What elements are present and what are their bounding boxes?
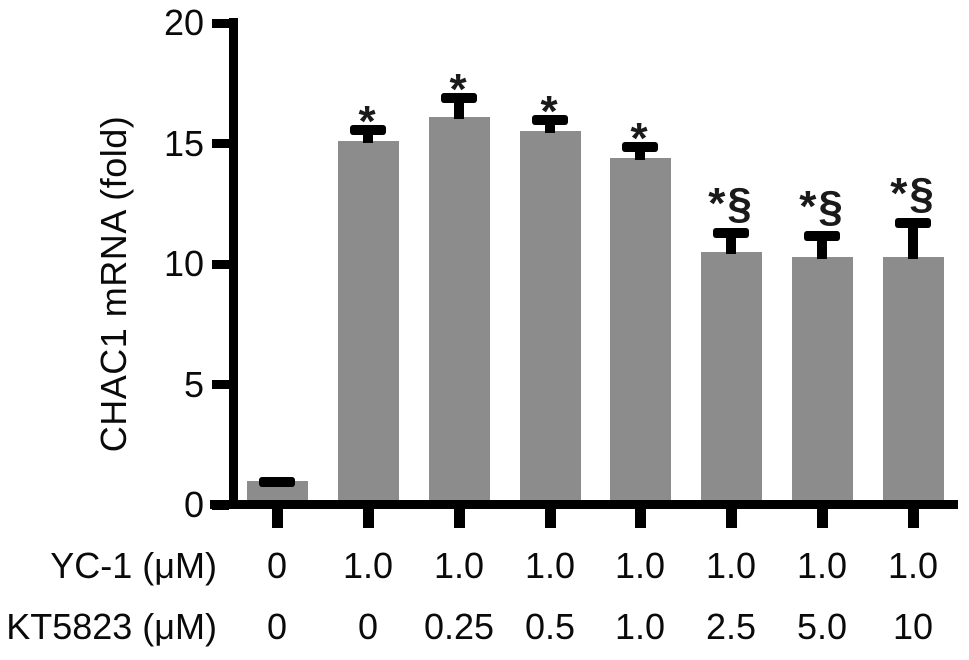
significance-annotation: *§ (799, 182, 845, 232)
y-axis-tick-label: 20 (163, 2, 204, 43)
dose-value: 1.0 (614, 606, 666, 647)
dose-value: 1.0 (796, 545, 848, 586)
dose-value: 2.5 (705, 606, 757, 647)
error-bar-cap (804, 231, 840, 242)
significance-annotation: *§ (890, 169, 936, 219)
dose-value: 0 (266, 606, 288, 647)
bar (428, 116, 490, 509)
x-axis-tick (362, 509, 374, 528)
y-axis-tick-label: 10 (163, 243, 204, 284)
y-axis-tick-label: 15 (163, 122, 204, 164)
bar (609, 157, 671, 509)
x-axis-line (210, 500, 958, 509)
error-bar-stem (908, 218, 918, 259)
dose-value: 5.0 (796, 606, 848, 647)
x-axis-tick (725, 509, 737, 528)
dose-value: 1.0 (887, 545, 939, 586)
dose-value: 0.25 (423, 606, 495, 647)
error-bar-cap (895, 218, 931, 229)
error-bar-cap (713, 227, 749, 238)
x-axis-tick (816, 509, 828, 528)
dose-value: 0 (266, 545, 288, 586)
significance-annotation: *§ (708, 178, 754, 228)
y-axis-tick-label: 0 (183, 484, 204, 525)
dose-value: 1.0 (614, 545, 666, 586)
dose-value: 1.0 (705, 545, 757, 586)
y-axis-tick (212, 18, 229, 28)
significance-annotation: * (449, 64, 469, 114)
x-axis-tick (634, 509, 646, 528)
significance-annotation: * (630, 114, 650, 164)
error-bar-cap (532, 114, 568, 125)
x-axis-tick (453, 509, 465, 528)
dose-value: 1.0 (524, 545, 576, 586)
bar (519, 131, 581, 509)
dose-value: 0.5 (524, 606, 576, 647)
error-bar-cap (622, 142, 658, 153)
dose-value: 1.0 (342, 545, 394, 586)
x-axis-tick (544, 509, 556, 528)
x-axis-tick (271, 509, 283, 528)
dose-row-label: KT5823 (μM) (6, 606, 217, 647)
dose-value: 10 (892, 606, 934, 647)
dose-value: 0 (357, 606, 379, 647)
bar (791, 256, 853, 509)
x-axis-tick (907, 509, 919, 528)
error-bar-cap (350, 125, 386, 136)
y-axis-tick (212, 259, 229, 269)
error-bar-stem (726, 227, 736, 254)
error-bar-stem (454, 92, 464, 119)
y-axis-line (229, 18, 238, 509)
y-axis-tick (212, 380, 229, 389)
error-bar-stem (817, 231, 827, 259)
y-axis-tick (212, 139, 229, 148)
bar (337, 141, 399, 509)
bar (700, 251, 762, 509)
significance-annotation: * (358, 97, 378, 147)
bar (882, 256, 944, 509)
error-bar-cap (259, 477, 295, 488)
y-axis-tick-label: 5 (183, 363, 204, 405)
error-bar-cap (441, 92, 477, 103)
dose-value: 1.0 (433, 545, 485, 586)
dose-row-label: YC-1 (μM) (50, 545, 217, 586)
significance-annotation: * (540, 86, 560, 136)
